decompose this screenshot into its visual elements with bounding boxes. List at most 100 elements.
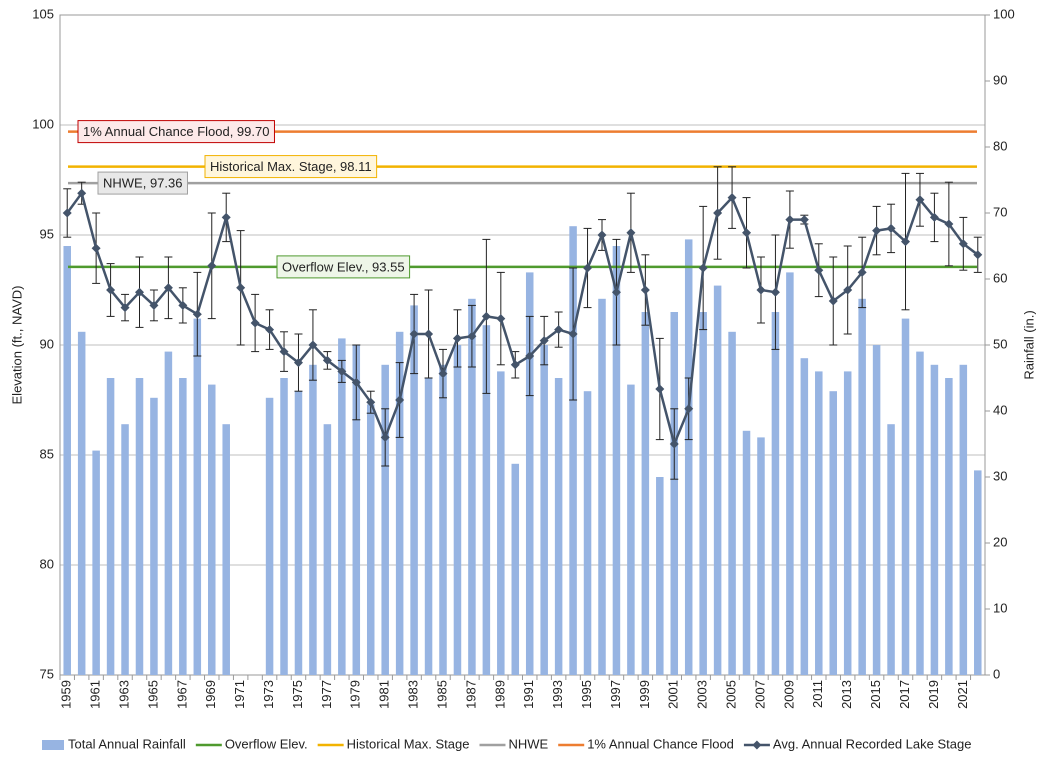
x-tick-label: 1965 [145,680,160,709]
legend-swatch [42,740,64,750]
marker [886,223,896,233]
x-tick-label: 2017 [897,680,912,709]
x-tick-label: 2003 [695,680,710,709]
marker [611,287,621,297]
x-tick-label: 1997 [608,680,623,709]
bar [410,305,418,675]
x-tick-label: 1979 [348,680,363,709]
legend-label: Historical Max. Stage [347,736,470,751]
bar [525,272,534,675]
bar [872,345,881,675]
marker [640,285,650,295]
bar [815,371,823,675]
marker [134,287,144,297]
bar [121,424,129,675]
bar [135,378,144,675]
marker [120,303,130,313]
marker [424,329,434,339]
bar [179,378,187,675]
marker [756,285,766,295]
x-tick-label: 1967 [174,680,189,709]
marker [742,228,752,238]
marker [799,215,809,225]
y-tick-label: 80 [40,556,54,571]
bar [916,351,924,675]
annotation-box [77,120,275,144]
bar [540,345,548,675]
bar [366,404,375,675]
legend-item: Total Annual Rainfall [42,736,186,751]
x-tick-label: 1993 [550,680,565,709]
bar [63,246,71,675]
marker [929,212,939,222]
y2-axis-label: Rainfall (in.) [1021,310,1036,379]
marker [770,287,780,297]
bar [193,318,202,675]
x-tick-label: 1961 [88,680,103,709]
marker [467,331,477,341]
marker [655,384,665,394]
marker [785,215,795,225]
bar [843,371,852,675]
bar [757,437,765,675]
marker [91,243,101,253]
bar [959,364,968,675]
y-tick-label: 75 [40,666,54,681]
legend-item: Historical Max. Stage [317,736,470,751]
annotation-label: NHWE, 97.36 [103,176,182,191]
bar [338,338,346,675]
marker [207,261,217,271]
bar [208,384,216,675]
bar [554,378,563,675]
bar [265,397,274,675]
marker [380,432,390,442]
marker [265,325,275,335]
y-tick-label: 100 [32,116,54,131]
marker [366,397,376,407]
y-axis-label: Elevation (ft., NAVD) [9,286,24,405]
marker [539,336,549,346]
marker [221,212,231,222]
marker [944,219,954,229]
legend-label: 1% Annual Chance Flood [587,736,734,751]
x-tick-label: 2015 [868,680,883,709]
bar [569,226,577,675]
bar [222,424,230,675]
marker [915,195,925,205]
annotation-box [276,255,411,279]
bar [164,351,173,675]
x-tick-label: 1969 [203,680,218,709]
x-tick-label: 2001 [666,680,681,709]
marker [250,318,260,328]
bar [323,424,332,675]
line [66,190,979,448]
marker [814,265,824,275]
legend-item: Overflow Elev. [195,736,308,751]
marker [496,314,506,324]
x-tick-label: 1977 [319,680,334,709]
bar [800,358,809,675]
x-tick-label: 2021 [955,680,970,709]
x-tick-label: 1995 [579,680,594,709]
y2-tick-label: 60 [993,270,1007,285]
bar [670,312,679,675]
y2-tick-label: 50 [993,336,1007,351]
bar [612,246,621,675]
marker [626,228,636,238]
marker [727,193,737,203]
y-tick-label: 85 [40,446,54,461]
x-tick-label: 1975 [290,680,305,709]
annotation-box [97,171,188,195]
legend-label: NHWE [508,736,548,751]
y-tick-label: 105 [32,6,54,21]
bar [150,397,158,675]
legend-item: Avg. Annual Recorded Lake Stage [743,736,971,751]
bar [728,331,736,675]
marker [843,285,853,295]
x-tick-label: 2011 [810,680,825,708]
x-tick-label: 2019 [926,680,941,709]
y2-tick-label: 80 [993,138,1007,153]
bar [786,272,794,675]
marker [337,366,347,376]
